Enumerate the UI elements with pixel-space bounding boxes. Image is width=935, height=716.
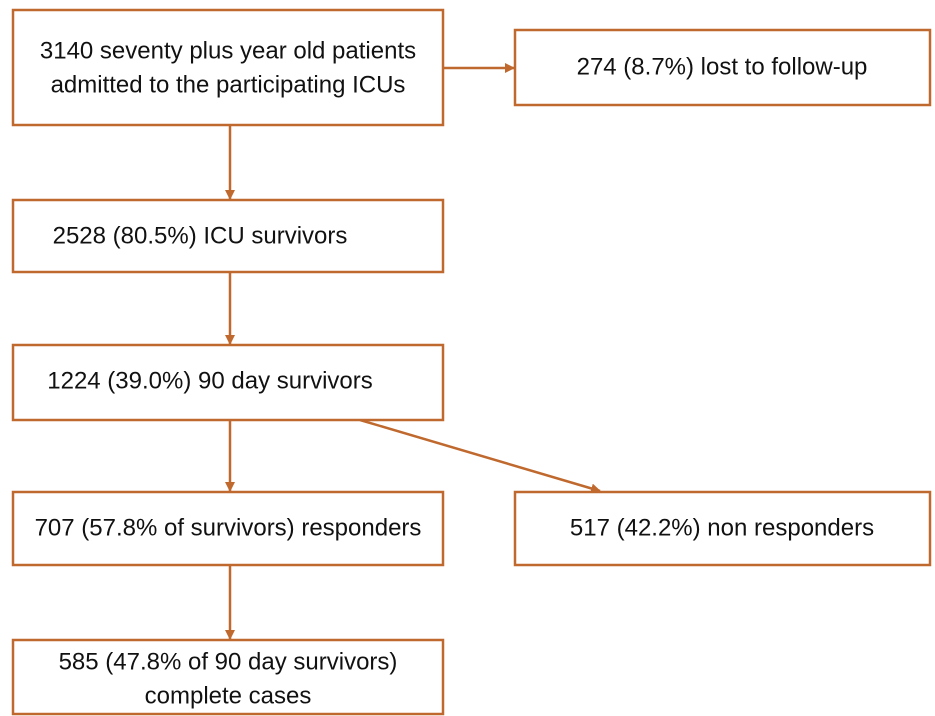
node-box — [513, 28, 932, 107]
node-box — [11, 198, 445, 274]
arrow — [359, 418, 601, 494]
node-label: 1224 (39.0%) 90 day survivors — [47, 367, 373, 394]
node-label: 274 (8.7%) lost to follow-up — [577, 53, 868, 80]
node-label: 707 (57.8% of survivors) responders — [35, 514, 422, 541]
node-label: 585 (47.8% of 90 day survivors) — [59, 648, 398, 675]
node-box — [11, 343, 445, 422]
node-label: admitted to the participating ICUs — [51, 71, 406, 98]
node-box — [11, 8, 445, 127]
node-box — [11, 638, 445, 716]
node-label: 2528 (80.5%) ICU survivors — [53, 222, 348, 249]
node-box — [11, 490, 445, 567]
node-label: 3140 seventy plus year old patients — [40, 37, 416, 64]
node-box — [513, 490, 932, 567]
node-label: 517 (42.2%) non responders — [570, 514, 874, 541]
node-label: complete cases — [145, 682, 312, 709]
